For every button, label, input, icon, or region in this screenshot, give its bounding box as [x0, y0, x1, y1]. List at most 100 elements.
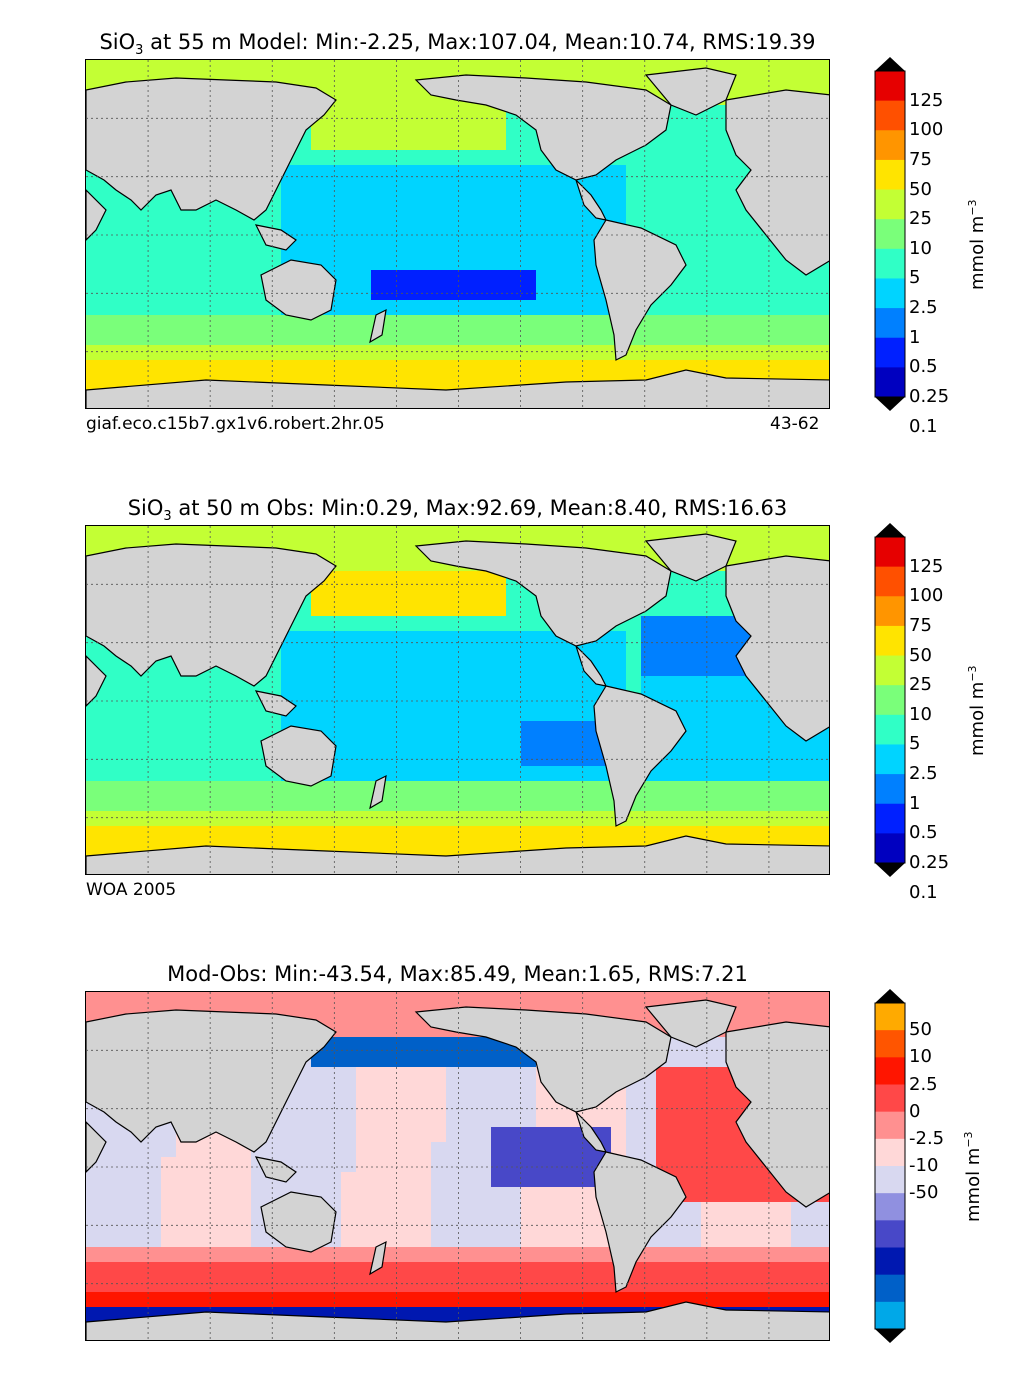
ocean-cell: [296, 1142, 312, 1158]
ocean-cell: [146, 270, 162, 286]
ocean-cell: [266, 210, 282, 226]
ocean-cell: [551, 992, 567, 1008]
ocean-cell: [176, 736, 192, 752]
ocean-cell: [311, 240, 327, 256]
ocean-cell: [656, 195, 672, 211]
ocean-cell: [461, 631, 477, 647]
ocean-cell: [311, 1127, 327, 1143]
colorbar-segment: [875, 1030, 905, 1058]
ocean-cell: [326, 992, 342, 1008]
ocean-cell: [356, 631, 372, 647]
ocean-cell: [761, 255, 777, 271]
ocean-cell: [686, 1097, 702, 1113]
ocean-cell: [596, 781, 612, 797]
ocean-cell: [566, 706, 582, 722]
ocean-cell: [716, 766, 732, 782]
ocean-cell: [491, 60, 507, 76]
ocean-cell: [176, 1217, 192, 1233]
ocean-cell: [701, 1247, 717, 1263]
ocean-cell: [206, 781, 222, 797]
ocean-cell: [221, 1232, 237, 1248]
ocean-cell: [521, 1097, 537, 1113]
ocean-cell: [551, 1232, 567, 1248]
ocean-cell: [386, 992, 402, 1008]
ocean-cell: [431, 255, 447, 271]
ocean-cell: [461, 1067, 477, 1083]
ocean-cell: [386, 676, 402, 692]
ocean-cell: [191, 1172, 207, 1188]
ocean-cell: [311, 195, 327, 211]
ocean-cell: [116, 826, 132, 842]
ocean-cell: [536, 766, 552, 782]
ocean-cell: [356, 345, 372, 361]
ocean-cell: [776, 1262, 792, 1278]
ocean-cell: [356, 285, 372, 301]
ocean-cell: [446, 751, 462, 767]
ocean-cell: [701, 285, 717, 301]
colorbar-tick-label: 5: [909, 733, 921, 755]
ocean-cell: [686, 120, 702, 136]
ocean-cell: [806, 75, 822, 91]
ocean-cell: [761, 1202, 777, 1218]
ocean-cell: [116, 1202, 132, 1218]
ocean-cell: [641, 661, 657, 677]
ocean-cell: [716, 676, 732, 692]
ocean-cell: [206, 1142, 222, 1158]
ocean-cell: [731, 766, 747, 782]
ocean-cell: [341, 300, 357, 316]
ocean-cell: [101, 751, 117, 767]
ocean-cell: [341, 270, 357, 286]
ocean-cell: [401, 1067, 417, 1083]
ocean-cell: [146, 1292, 162, 1308]
ocean-cell: [686, 150, 702, 166]
ocean-cell: [386, 706, 402, 722]
ocean-cell: [461, 300, 477, 316]
ocean-cell: [671, 661, 687, 677]
ocean-cell: [116, 811, 132, 827]
ocean-cell: [446, 1232, 462, 1248]
ocean-cell: [356, 195, 372, 211]
ocean-cell: [671, 330, 687, 346]
ocean-cell: [401, 1127, 417, 1143]
ocean-cell: [716, 240, 732, 256]
ocean-cell: [491, 270, 507, 286]
ocean-cell: [131, 1157, 147, 1173]
ocean-cell: [416, 345, 432, 361]
ocean-cell: [536, 330, 552, 346]
ocean-cell: [386, 586, 402, 602]
ocean-cell: [221, 706, 237, 722]
ocean-cell: [356, 1277, 372, 1293]
ocean-cell: [221, 1187, 237, 1203]
ocean-cell: [236, 526, 252, 542]
ocean-cell: [776, 1202, 792, 1218]
ocean-cell: [86, 285, 102, 301]
ocean-cell: [806, 330, 822, 346]
ocean-cell: [611, 1127, 627, 1143]
ocean-cell: [371, 135, 387, 151]
ocean-cell: [311, 1277, 327, 1293]
ocean-cell: [416, 691, 432, 707]
ocean-cell: [521, 646, 537, 662]
ocean-cell: [506, 721, 522, 737]
ocean-cell: [551, 706, 567, 722]
ocean-cell: [461, 60, 477, 76]
ocean-cell: [236, 1247, 252, 1263]
ocean-cell: [731, 60, 747, 76]
ocean-cell: [386, 90, 402, 106]
ocean-cell: [791, 345, 807, 361]
ocean-cell: [371, 1052, 387, 1068]
ocean-cell: [416, 1292, 432, 1308]
ocean-cell: [341, 1172, 357, 1188]
ocean-cell: [386, 315, 402, 331]
ocean-cell: [521, 526, 537, 542]
ocean-cell: [101, 676, 117, 692]
ocean-cell: [431, 330, 447, 346]
ocean-cell: [731, 526, 747, 542]
ocean-cell: [296, 330, 312, 346]
ocean-cell: [416, 105, 432, 121]
ocean-cell: [311, 811, 327, 827]
ocean-cell: [671, 300, 687, 316]
ocean-cell: [431, 300, 447, 316]
ocean-cell: [371, 1022, 387, 1038]
ocean-cell: [206, 1202, 222, 1218]
